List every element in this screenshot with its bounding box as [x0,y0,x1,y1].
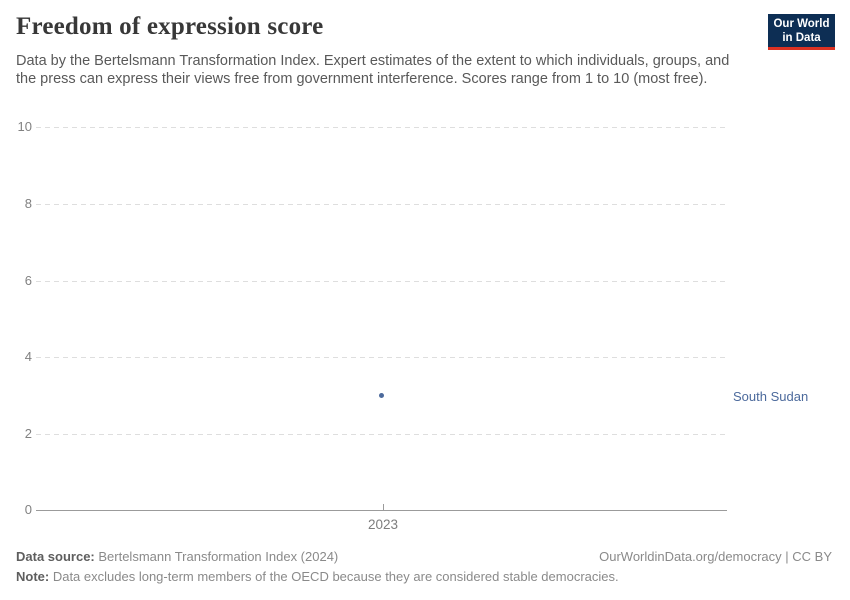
footer-note-value: Data excludes long-term members of the O… [49,569,619,584]
footer-note: Note: Data excludes long-term members of… [16,569,619,584]
page-title: Freedom of expression score [16,13,324,40]
ytick-label-10: 10 [17,119,32,134]
footer-note-label: Note: [16,569,50,584]
footer-datasource: Data source: Bertelsmann Transformation … [16,549,338,564]
ytick-label-2: 2 [24,426,32,441]
ytick-label-0: 0 [24,502,32,517]
owid-logo-line1: Our World [773,18,830,30]
owid-logo[interactable]: Our World in Data [768,14,835,50]
gridline-2 [36,434,727,435]
x-axis-tick-2023 [383,504,384,510]
ytick-label-8: 8 [24,196,32,211]
data-point-south-sudan-2023[interactable] [379,393,384,398]
chart-subtitle: Data by the Bertelsmann Transformation I… [16,53,730,88]
gridline-6 [36,281,727,282]
series-label-south-sudan[interactable]: South Sudan [733,389,809,404]
x-axis-line [36,510,727,511]
gridline-10 [36,127,727,128]
owid-logo-line2: in Data [782,31,821,44]
ytick-label-4: 4 [24,349,32,364]
footer-datasource-value: Bertelsmann Transformation Index (2024) [94,549,339,564]
gridline-4 [36,357,727,358]
ytick-label-6: 6 [24,273,32,288]
footer-license-link[interactable]: OurWorldinData.org/democracy | CC BY [599,549,832,564]
xtick-label-2023: 2023 [367,517,399,532]
footer-datasource-label: Data source: [16,549,95,564]
gridline-8 [36,204,727,205]
